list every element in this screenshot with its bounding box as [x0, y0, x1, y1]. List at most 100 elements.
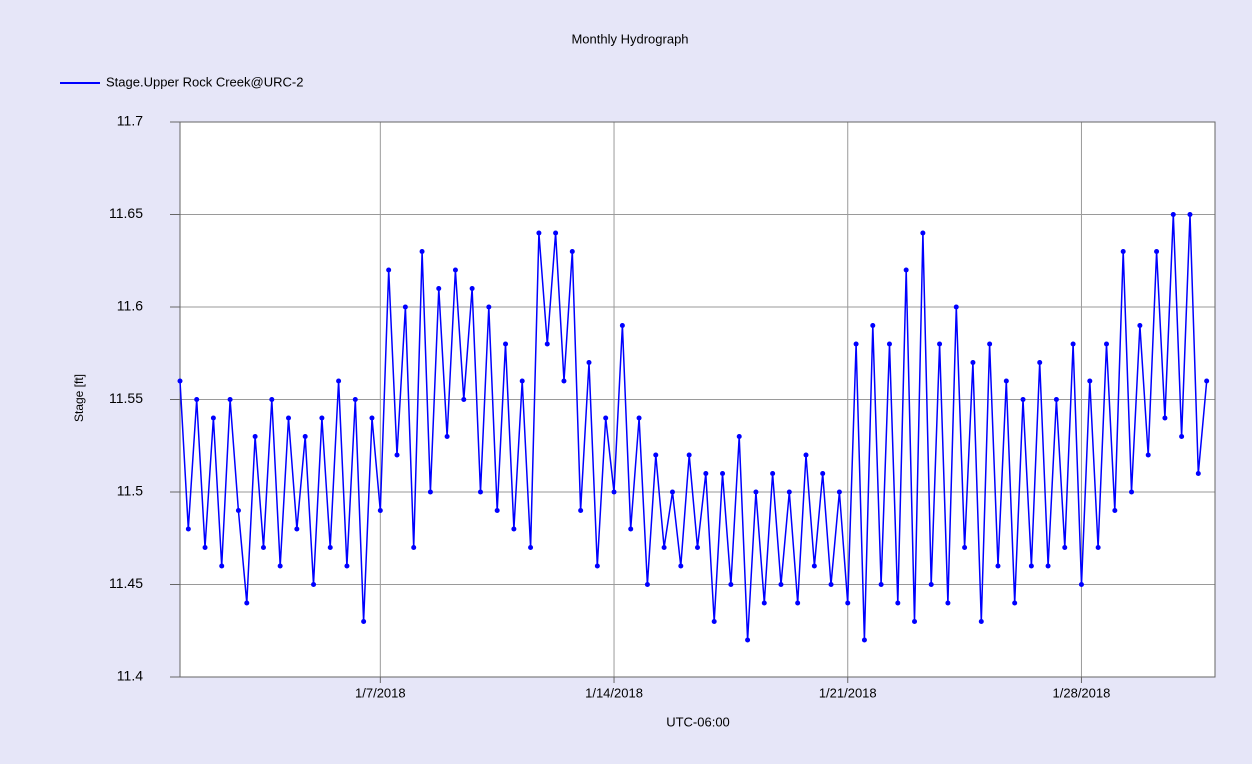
data-point: [1195, 471, 1201, 476]
data-point: [1204, 378, 1210, 384]
data-point: [803, 452, 809, 458]
data-point: [361, 619, 367, 624]
data-point: [1129, 489, 1135, 495]
data-point: [953, 304, 959, 310]
data-point: [778, 582, 784, 587]
data-point: [836, 489, 842, 495]
data-point: [260, 545, 266, 550]
data-point: [853, 341, 859, 347]
data-point: [1012, 600, 1018, 606]
data-point: [811, 563, 817, 569]
data-point: [962, 545, 968, 550]
data-point: [987, 341, 993, 347]
data-point: [1162, 415, 1168, 421]
data-point: [436, 286, 442, 291]
data-point: [628, 526, 634, 532]
data-point: [1045, 563, 1051, 569]
data-point: [611, 489, 617, 495]
data-point: [177, 378, 183, 384]
data-point: [1095, 545, 1101, 550]
series-line: [179, 214, 1208, 641]
data-point: [286, 415, 292, 421]
x-axis-label: UTC-06:00: [666, 714, 730, 729]
data-point: [619, 323, 625, 328]
data-point: [1145, 452, 1151, 458]
x-tick-label: 1/7/2018: [355, 685, 406, 700]
y-tick-label: 11.5: [117, 483, 143, 499]
data-point: [1170, 212, 1176, 217]
data-point: [411, 545, 417, 550]
data-point: [519, 378, 525, 384]
data-point: [386, 267, 392, 273]
data-point: [669, 489, 675, 495]
data-point: [1137, 323, 1143, 328]
data-point: [686, 452, 692, 458]
data-point: [920, 230, 926, 236]
data-point: [870, 323, 876, 328]
x-tick-label: 1/14/2018: [585, 685, 643, 700]
data-point: [194, 397, 200, 402]
data-point: [695, 545, 700, 550]
data-point: [594, 563, 600, 569]
data-point: [912, 619, 918, 624]
data-point: [886, 341, 892, 347]
data-point: [1078, 582, 1084, 587]
data-point: [1053, 397, 1059, 402]
data-point: [369, 415, 375, 421]
data-point: [1028, 563, 1034, 569]
data-point: [945, 600, 951, 606]
data-point: [770, 471, 776, 476]
data-point: [1103, 341, 1109, 347]
data-point: [1087, 378, 1093, 384]
data-point: [745, 637, 751, 643]
data-point: [603, 415, 609, 421]
data-point: [928, 582, 934, 587]
data-point: [311, 582, 317, 587]
data-point: [269, 397, 275, 402]
data-point: [219, 563, 225, 569]
data-point: [394, 452, 400, 458]
legend-label: Stage.Upper Rock Creek@URC-2: [106, 74, 303, 89]
data-point: [319, 415, 325, 421]
data-point: [402, 304, 408, 310]
data-point: [377, 508, 383, 513]
data-point: [185, 526, 191, 532]
data-point: [1187, 212, 1193, 217]
data-point: [419, 249, 425, 254]
data-point: [636, 415, 642, 421]
data-point: [761, 600, 767, 606]
data-point: [427, 489, 433, 495]
data-point: [878, 582, 884, 587]
data-point: [903, 267, 909, 273]
data-point: [795, 600, 801, 606]
x-tick-label: 1/21/2018: [819, 685, 877, 700]
data-point: [828, 582, 834, 587]
data-point: [277, 563, 283, 569]
data-point: [477, 489, 483, 495]
data-point: [937, 341, 943, 347]
chart-title: Monthly Hydrograph: [571, 31, 688, 46]
data-point: [503, 341, 509, 347]
y-tick-label: 11.55: [109, 390, 143, 406]
data-point: [978, 619, 984, 624]
y-tick-label: 11.6: [117, 298, 143, 314]
data-point: [294, 526, 300, 532]
data-point: [553, 230, 559, 236]
data-point: [1154, 249, 1160, 254]
data-point: [1020, 397, 1026, 402]
data-point: [569, 249, 575, 254]
data-point: [1070, 341, 1076, 347]
data-point: [252, 434, 258, 439]
x-tick-label: 1/28/2018: [1053, 685, 1111, 700]
data-point: [302, 434, 308, 439]
data-point: [1112, 508, 1118, 513]
data-point: [494, 508, 500, 513]
data-point: [511, 526, 517, 532]
data-point: [644, 582, 650, 587]
y-tick-label: 11.4: [117, 668, 143, 684]
data-point: [469, 286, 475, 291]
data-point: [536, 230, 542, 236]
data-point: [1062, 545, 1068, 550]
data-point: [336, 378, 342, 384]
